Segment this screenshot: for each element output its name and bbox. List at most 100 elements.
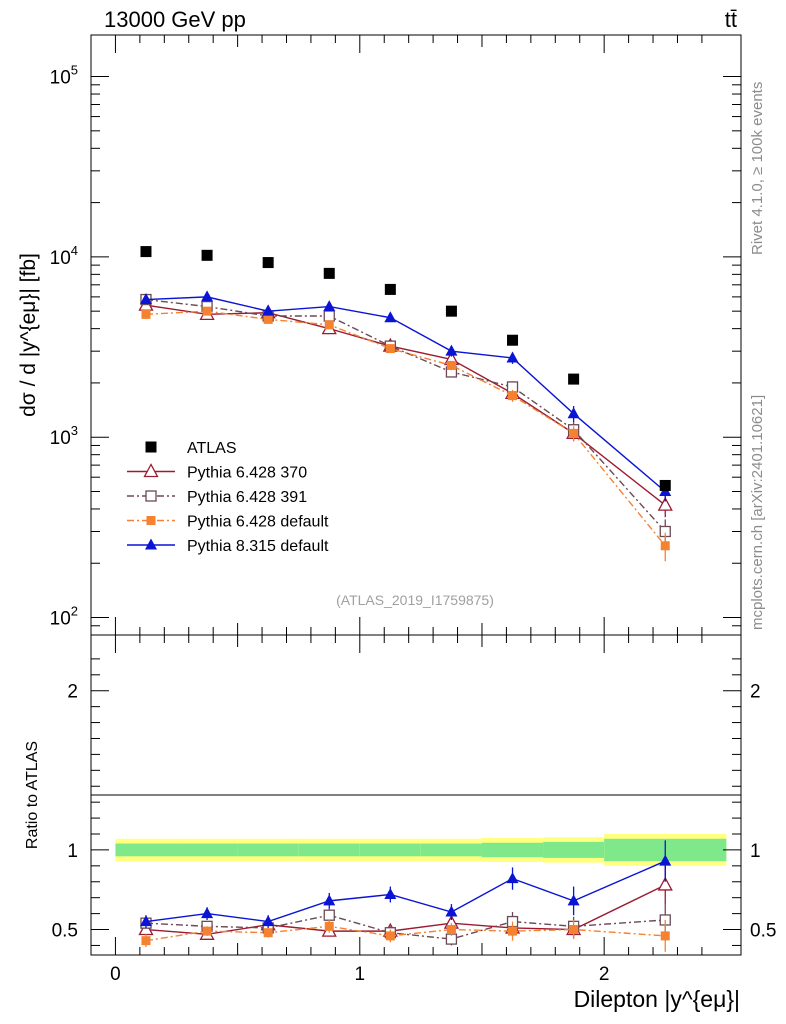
ratio-point	[508, 926, 518, 936]
atlas-data-point	[262, 257, 274, 269]
legend-marker	[145, 441, 157, 453]
data-point	[263, 314, 273, 324]
y-tick-label: 103	[50, 423, 78, 449]
data-point	[446, 360, 456, 370]
ratio-axis-ticks	[91, 635, 741, 955]
x-axis-label: Dilepton |y^{eμ}|	[574, 986, 740, 1012]
ratio-y-tick-label-right: 0.5	[750, 921, 776, 942]
series-pythia-6-428-default	[141, 306, 670, 562]
data-point	[445, 344, 458, 356]
y-tick-exponent: 4	[71, 243, 78, 258]
data-point	[569, 428, 579, 438]
legend-label: Pythia 6.428 391	[187, 489, 307, 506]
analysis-watermark: (ATLAS_2019_I1759875)	[336, 592, 494, 608]
legend-marker	[146, 516, 156, 525]
ratio-y-tick-label: 0.5	[52, 921, 78, 942]
ratio-point	[569, 925, 579, 935]
band-inner	[543, 841, 605, 858]
data-point	[324, 320, 334, 330]
ratio-point	[141, 936, 151, 946]
legend-label: ATLAS	[187, 440, 237, 457]
y-tick-exponent: 3	[71, 423, 78, 438]
energy-label: 13000 GeV pp	[104, 7, 246, 32]
x-tick-label: 0	[110, 964, 121, 985]
ratio-y-tick-label: 1	[67, 841, 78, 862]
main-series	[138, 246, 673, 562]
main-axis-ticks	[91, 35, 741, 636]
legend-marker	[145, 538, 157, 550]
data-point	[384, 311, 397, 323]
band-inner	[115, 843, 177, 857]
y-tick-label: 104	[50, 243, 78, 269]
series-pythia-8-315-default	[139, 290, 672, 502]
data-point	[506, 351, 519, 363]
ratio-frame	[90, 634, 742, 956]
main-y-axis-label: dσ / d |y^{eμ}| [fb]	[17, 253, 40, 417]
legend-entry: Pythia 6.428 370	[127, 463, 307, 482]
legend-entry: Pythia 6.428 391	[127, 489, 307, 506]
legend-label: Pythia 8.315 default	[187, 538, 329, 555]
ratio-point	[385, 931, 395, 941]
ratio-series-pythia-6-428-default	[141, 919, 670, 952]
band-inner	[176, 843, 238, 857]
data-point	[657, 496, 673, 511]
band-inner	[420, 843, 482, 857]
data-point	[508, 391, 518, 401]
data-point	[262, 304, 275, 316]
ratio-point	[660, 931, 670, 941]
ratio-series-pythia-8-315-default	[139, 840, 672, 928]
process-label: tt̄	[725, 7, 737, 32]
band-inner	[481, 842, 544, 858]
series-line	[145, 296, 666, 493]
legend-label: Pythia 6.428 default	[187, 514, 329, 531]
ratio-point	[657, 876, 673, 891]
ratio-point	[324, 921, 334, 931]
data-point	[323, 310, 335, 322]
ratio-point	[445, 905, 458, 917]
series-line	[145, 310, 666, 547]
data-point	[567, 407, 580, 419]
atlas-data-point	[659, 479, 671, 491]
ratio-point	[659, 854, 672, 866]
atlas-data-point	[140, 246, 152, 258]
y-tick-exponent: 2	[71, 604, 78, 619]
ratio-line	[145, 860, 666, 923]
legend-marker	[143, 463, 159, 478]
ratio-point	[201, 907, 214, 919]
atlas-data-point	[507, 334, 519, 346]
atlas-data-point	[568, 373, 580, 385]
data-point	[139, 293, 152, 305]
rivet-label: Rivet 4.1.0, ≥ 100k events	[749, 82, 766, 255]
ratio-point	[139, 915, 152, 927]
legend-entry: ATLAS	[145, 440, 237, 457]
series-pythia-6-428-391	[140, 293, 671, 546]
atlas-data-point	[323, 267, 335, 279]
ratio-series-pythia-6-428-391	[140, 904, 671, 946]
ratio-series-pythia-6-428-370	[138, 865, 673, 940]
data-point	[323, 300, 336, 312]
series-line	[145, 298, 666, 532]
ratio-y-tick-labels: 0.5 0.5 1 1 2 2	[52, 682, 777, 942]
main-panel: 102 103 104 105 dσ / d |y^{eμ}| [fb] (ATLAS…	[17, 34, 742, 636]
data-point	[660, 541, 670, 551]
ratio-series	[138, 840, 673, 952]
ratio-panel: 0.5 0.5 1 1 2 2 0 1 2 Ratio to ATLAS Dilepton |…	[24, 634, 777, 1012]
ratio-y-axis-label: Ratio to ATLAS	[24, 741, 41, 849]
ratio-y-tick-label-right: 2	[750, 682, 761, 703]
ratio-y-tick-label-right: 1	[750, 841, 761, 862]
ratio-point	[263, 928, 273, 938]
y-tick-label: 105	[50, 63, 78, 89]
data-point	[202, 306, 212, 316]
legend-entry: Pythia 6.428 default	[127, 514, 329, 531]
ratio-point	[384, 888, 397, 900]
legend-marker	[145, 490, 157, 502]
data-point	[201, 290, 214, 302]
band-inner	[298, 843, 360, 857]
y-tick-label: 102	[50, 604, 78, 630]
ratio-point	[506, 872, 519, 884]
y-tick-exponent: 5	[71, 63, 78, 78]
series-atlas	[140, 246, 671, 491]
legend: ATLAS Pythia 6.428 370 Pythia 6.428 391 Pyt…	[127, 440, 329, 555]
ratio-y-tick-label: 2	[67, 682, 78, 703]
legend-label: Pythia 6.428 370	[187, 465, 307, 482]
